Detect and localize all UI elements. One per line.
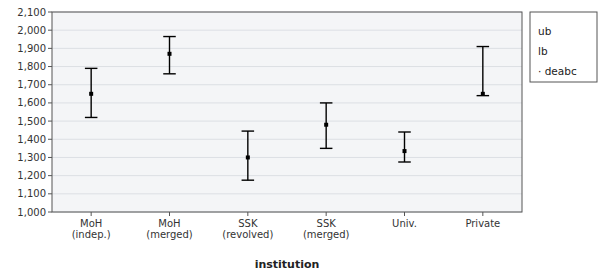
category-label-line: (indep.) bbox=[72, 229, 111, 240]
tick-mark bbox=[48, 30, 52, 31]
category-label: Univ. bbox=[392, 218, 417, 229]
tick-mark bbox=[91, 212, 92, 216]
point bbox=[168, 52, 172, 56]
tick-mark bbox=[48, 139, 52, 140]
grid-line bbox=[52, 121, 522, 122]
upper-cap bbox=[242, 130, 255, 131]
chart: 1,000 1,100 1,200 1,300 1,400 1,500 1,600 1,700… bbox=[0, 0, 603, 274]
point bbox=[481, 92, 485, 96]
tick-mark bbox=[482, 212, 483, 216]
tick-mark bbox=[404, 212, 405, 216]
tick-mark bbox=[169, 212, 170, 216]
grid-line bbox=[52, 30, 522, 31]
tick-mark bbox=[48, 193, 52, 194]
upper-cap bbox=[477, 46, 490, 47]
error-bar bbox=[404, 132, 405, 162]
category-label-line: (merged) bbox=[303, 229, 350, 240]
upper-cap bbox=[320, 102, 333, 103]
lower-cap bbox=[163, 73, 176, 74]
tick-mark bbox=[48, 48, 52, 49]
grid-line bbox=[52, 175, 522, 176]
grid-line bbox=[52, 193, 522, 194]
lower-cap bbox=[242, 179, 255, 180]
error-bar bbox=[482, 47, 483, 96]
plot-frame bbox=[52, 12, 522, 212]
category-label: MoH(merged) bbox=[146, 218, 193, 240]
marks bbox=[85, 37, 489, 181]
category-label-line: SSK bbox=[238, 218, 258, 229]
tick-label: 2,000 bbox=[17, 25, 46, 36]
point bbox=[403, 149, 407, 153]
upper-cap bbox=[163, 36, 176, 37]
category-label-line: (merged) bbox=[146, 229, 193, 240]
tick-mark bbox=[48, 121, 52, 122]
grid-line bbox=[52, 48, 522, 49]
grid-line bbox=[52, 157, 522, 158]
legend-entry: lb bbox=[538, 45, 548, 57]
category-label-line: MoH bbox=[158, 218, 180, 229]
tick-label: 1,300 bbox=[17, 152, 46, 163]
legend-box bbox=[530, 12, 597, 82]
point bbox=[89, 92, 93, 96]
category-label-line: Univ. bbox=[392, 218, 417, 229]
grid-line bbox=[52, 139, 522, 140]
tick-mark bbox=[48, 175, 52, 176]
point bbox=[324, 123, 328, 127]
lower-cap bbox=[398, 161, 411, 162]
category-label: SSK(revolved) bbox=[222, 218, 273, 240]
category-label: Private bbox=[465, 218, 500, 229]
grid-line bbox=[52, 102, 522, 103]
category-label-line: Private bbox=[465, 218, 500, 229]
tick-mark bbox=[48, 102, 52, 103]
tick-mark bbox=[247, 212, 248, 216]
plot-area bbox=[52, 12, 522, 212]
tick-label: 2,100 bbox=[17, 7, 46, 18]
category-label-line: SSK bbox=[317, 218, 337, 229]
category-label-line: (revolved) bbox=[222, 229, 273, 240]
upper-cap bbox=[398, 131, 411, 132]
grid-line bbox=[52, 66, 522, 67]
category-label: SSK(merged) bbox=[303, 218, 350, 240]
grid-line bbox=[52, 84, 522, 85]
tick-label: 1,500 bbox=[17, 116, 46, 127]
tick-label: 1,800 bbox=[17, 61, 46, 72]
tick-label: 1,200 bbox=[17, 170, 46, 181]
tick-label: 1,600 bbox=[17, 97, 46, 108]
tick-label: 1,700 bbox=[17, 79, 46, 90]
tick-mark bbox=[48, 212, 52, 213]
tick-label: 1,100 bbox=[17, 188, 46, 199]
legend-entry: ub bbox=[538, 25, 552, 37]
tick-mark bbox=[48, 84, 52, 85]
tick-mark bbox=[48, 66, 52, 67]
tick-mark bbox=[48, 12, 52, 13]
tick-label: 1,400 bbox=[17, 134, 46, 145]
category-label: MoH(indep.) bbox=[72, 218, 111, 240]
legend-entry: · deabc bbox=[538, 65, 577, 77]
upper-cap bbox=[85, 68, 98, 69]
legend: ub lb · deabc bbox=[530, 12, 597, 82]
x-axis-label: institution bbox=[255, 258, 320, 271]
tick-label: 1,900 bbox=[17, 43, 46, 54]
tick-label: 1,000 bbox=[17, 207, 46, 218]
category-label-line: MoH bbox=[80, 218, 102, 229]
lower-cap bbox=[320, 148, 333, 149]
point bbox=[246, 155, 250, 159]
lower-cap bbox=[85, 117, 98, 118]
tick-mark bbox=[326, 212, 327, 216]
tick-mark bbox=[48, 157, 52, 158]
